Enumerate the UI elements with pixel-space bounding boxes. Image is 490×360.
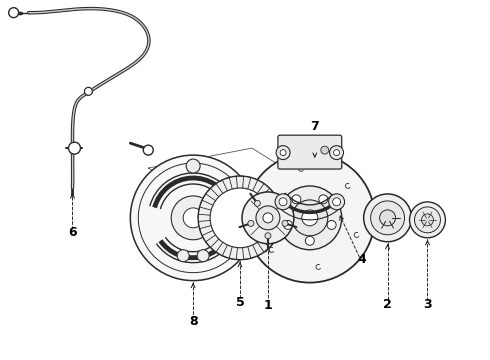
Circle shape (279, 198, 287, 206)
Circle shape (9, 8, 19, 18)
Circle shape (305, 236, 314, 245)
Circle shape (254, 201, 260, 206)
Circle shape (280, 150, 286, 156)
Circle shape (143, 145, 153, 155)
Text: 6: 6 (68, 226, 77, 239)
Text: 8: 8 (189, 315, 197, 328)
Circle shape (275, 201, 281, 206)
FancyBboxPatch shape (278, 135, 342, 169)
Text: 7: 7 (311, 120, 319, 133)
Circle shape (186, 159, 200, 173)
Circle shape (282, 220, 288, 226)
Circle shape (84, 87, 93, 95)
Circle shape (415, 207, 441, 233)
Circle shape (198, 176, 282, 260)
Circle shape (130, 155, 256, 280)
Circle shape (284, 220, 293, 229)
Circle shape (248, 220, 254, 226)
Circle shape (327, 220, 336, 229)
Circle shape (245, 153, 375, 283)
Circle shape (292, 200, 328, 236)
Circle shape (329, 194, 344, 210)
Text: 2: 2 (383, 297, 392, 311)
Text: 1: 1 (264, 300, 272, 312)
Circle shape (138, 163, 248, 273)
Circle shape (302, 210, 318, 226)
Circle shape (330, 146, 343, 159)
Text: 4: 4 (357, 253, 366, 266)
Circle shape (183, 208, 203, 228)
Circle shape (256, 206, 280, 230)
Circle shape (370, 201, 405, 235)
Circle shape (177, 250, 189, 262)
Circle shape (333, 198, 341, 206)
Circle shape (210, 188, 270, 248)
Circle shape (242, 192, 294, 244)
Circle shape (171, 196, 215, 240)
Circle shape (364, 194, 412, 242)
Circle shape (380, 210, 395, 226)
Text: 3: 3 (423, 297, 432, 311)
Circle shape (278, 186, 342, 250)
Circle shape (410, 202, 445, 238)
Circle shape (334, 150, 340, 156)
Circle shape (263, 213, 273, 223)
Circle shape (275, 194, 291, 210)
Circle shape (265, 233, 271, 239)
Circle shape (319, 195, 328, 204)
Circle shape (69, 142, 80, 154)
Circle shape (321, 146, 329, 154)
Text: 5: 5 (236, 296, 245, 309)
Circle shape (197, 250, 209, 262)
Circle shape (276, 146, 290, 159)
Circle shape (292, 195, 301, 204)
Circle shape (421, 214, 434, 226)
